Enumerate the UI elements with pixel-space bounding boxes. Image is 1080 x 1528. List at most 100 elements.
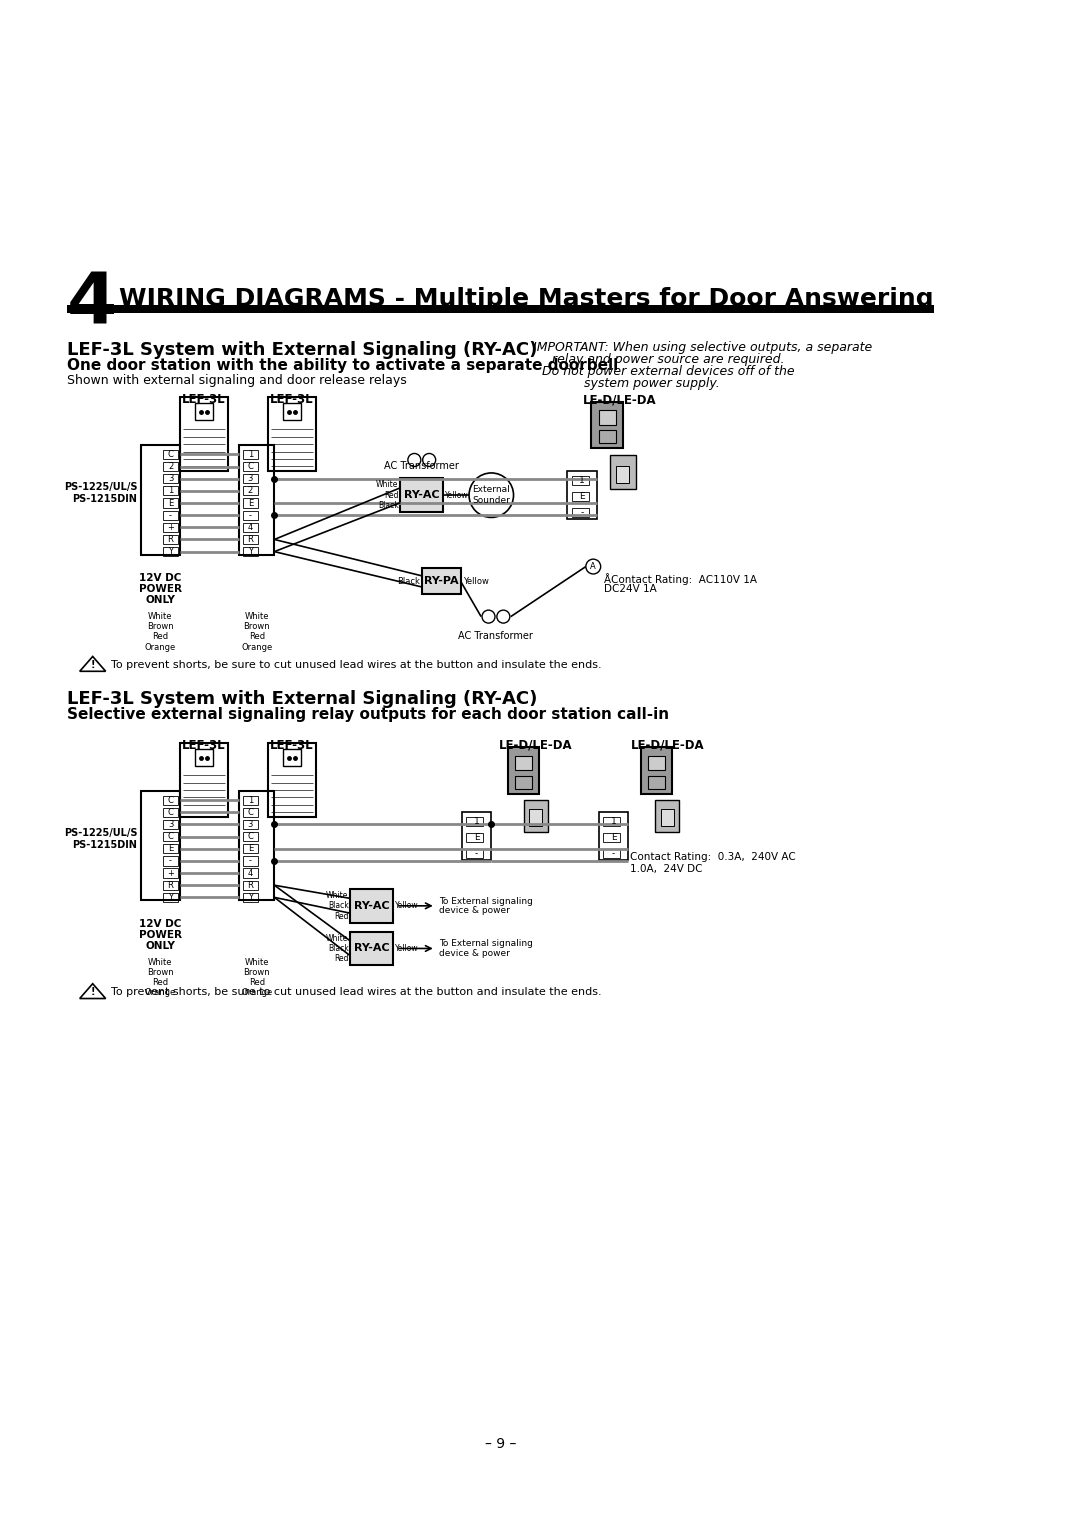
Text: C: C <box>167 808 174 817</box>
Text: Black: Black <box>328 944 349 953</box>
Bar <box>617 466 630 483</box>
Bar <box>194 749 213 766</box>
Bar <box>268 743 316 817</box>
Text: LEF-3L: LEF-3L <box>270 740 314 752</box>
Text: Brown: Brown <box>243 622 270 631</box>
Text: E: E <box>247 498 253 507</box>
Text: PS-1225/UL/S: PS-1225/UL/S <box>64 481 137 492</box>
Bar <box>572 475 589 484</box>
Text: C: C <box>247 808 253 817</box>
Bar <box>163 474 178 483</box>
Text: ÅContact Rating:  AC110V 1A: ÅContact Rating: AC110V 1A <box>605 573 757 585</box>
Text: LE-D/LE-DA: LE-D/LE-DA <box>631 740 704 752</box>
Text: Yellow: Yellow <box>445 490 469 500</box>
Bar <box>243 821 258 830</box>
Text: A: A <box>591 562 596 571</box>
Bar <box>283 403 301 420</box>
Text: Brown: Brown <box>243 967 270 976</box>
Text: White: White <box>148 613 173 620</box>
Text: PS-1215DIN: PS-1215DIN <box>72 494 137 504</box>
Text: 3: 3 <box>167 821 173 830</box>
Bar <box>243 868 258 877</box>
Text: Y: Y <box>247 547 253 556</box>
Bar <box>648 756 664 770</box>
Text: Red: Red <box>384 490 399 500</box>
Text: Yellow: Yellow <box>395 944 419 953</box>
Bar <box>239 445 274 555</box>
Text: !: ! <box>91 987 95 998</box>
Bar <box>163 856 178 865</box>
Text: PS-1215DIN: PS-1215DIN <box>72 840 137 850</box>
Bar <box>243 808 258 817</box>
Bar <box>163 486 178 495</box>
Bar <box>515 776 532 788</box>
Text: +: + <box>167 523 174 532</box>
Text: ONLY: ONLY <box>146 596 175 605</box>
Bar <box>598 813 629 860</box>
Text: 3: 3 <box>167 474 173 483</box>
Bar <box>243 474 258 483</box>
Text: Orange: Orange <box>145 643 176 651</box>
Text: Selective external signaling relay outputs for each door station call-in: Selective external signaling relay outpu… <box>67 707 669 723</box>
Text: 1: 1 <box>167 486 173 495</box>
Text: Orange: Orange <box>145 989 176 998</box>
Text: Red: Red <box>334 953 349 963</box>
Text: -: - <box>170 856 172 865</box>
Text: White: White <box>148 958 173 967</box>
Text: Orange: Orange <box>241 989 272 998</box>
Text: To External signaling: To External signaling <box>440 940 534 949</box>
Bar <box>572 492 589 501</box>
Text: 1: 1 <box>611 817 617 827</box>
Text: 1: 1 <box>474 817 480 827</box>
Text: E: E <box>611 833 617 842</box>
Text: Y: Y <box>168 547 173 556</box>
Text: !: ! <box>91 660 95 669</box>
Bar <box>163 461 178 471</box>
Text: Contact Rating:  0.3A,  240V AC: Contact Rating: 0.3A, 240V AC <box>631 853 796 862</box>
Bar <box>592 402 623 448</box>
Bar <box>243 892 258 902</box>
Text: Yellow: Yellow <box>462 578 488 585</box>
Text: 1: 1 <box>247 449 253 458</box>
Bar <box>243 856 258 865</box>
Bar <box>350 889 393 923</box>
Text: Red: Red <box>152 978 168 987</box>
Bar <box>243 449 258 458</box>
Bar <box>163 831 178 842</box>
Text: Black: Black <box>378 501 399 510</box>
Bar <box>567 471 597 520</box>
Text: To External signaling: To External signaling <box>440 897 534 906</box>
Text: C: C <box>247 833 253 840</box>
Text: LEF-3L System with External Signaling (RY-AC): LEF-3L System with External Signaling (R… <box>67 341 537 359</box>
Text: DC24V 1A: DC24V 1A <box>605 584 657 594</box>
Bar <box>163 498 178 507</box>
Text: AC Transformer: AC Transformer <box>459 631 534 640</box>
Text: RY-AC: RY-AC <box>404 490 440 500</box>
Text: R: R <box>167 535 174 544</box>
Text: +: + <box>167 868 174 877</box>
Text: 4: 4 <box>67 269 117 338</box>
Text: E: E <box>247 845 253 853</box>
Text: -: - <box>248 856 252 865</box>
Text: Brown: Brown <box>147 622 174 631</box>
Bar <box>572 507 589 516</box>
Bar <box>243 498 258 507</box>
Bar <box>283 749 301 766</box>
Text: 3: 3 <box>247 474 253 483</box>
Text: Yellow: Yellow <box>395 902 419 911</box>
Bar <box>243 523 258 532</box>
Text: LE-D/LE-DA: LE-D/LE-DA <box>499 740 572 752</box>
Text: system power supply.: system power supply. <box>584 377 719 391</box>
Text: Red: Red <box>334 912 349 920</box>
Bar <box>243 843 258 854</box>
Bar <box>461 813 491 860</box>
Bar <box>163 892 178 902</box>
Text: Y: Y <box>247 892 253 902</box>
Text: R: R <box>247 535 253 544</box>
Bar <box>656 801 679 831</box>
Text: R: R <box>247 880 253 889</box>
Bar <box>163 510 178 520</box>
Bar <box>243 461 258 471</box>
Text: -: - <box>475 850 478 859</box>
Bar <box>648 776 664 788</box>
